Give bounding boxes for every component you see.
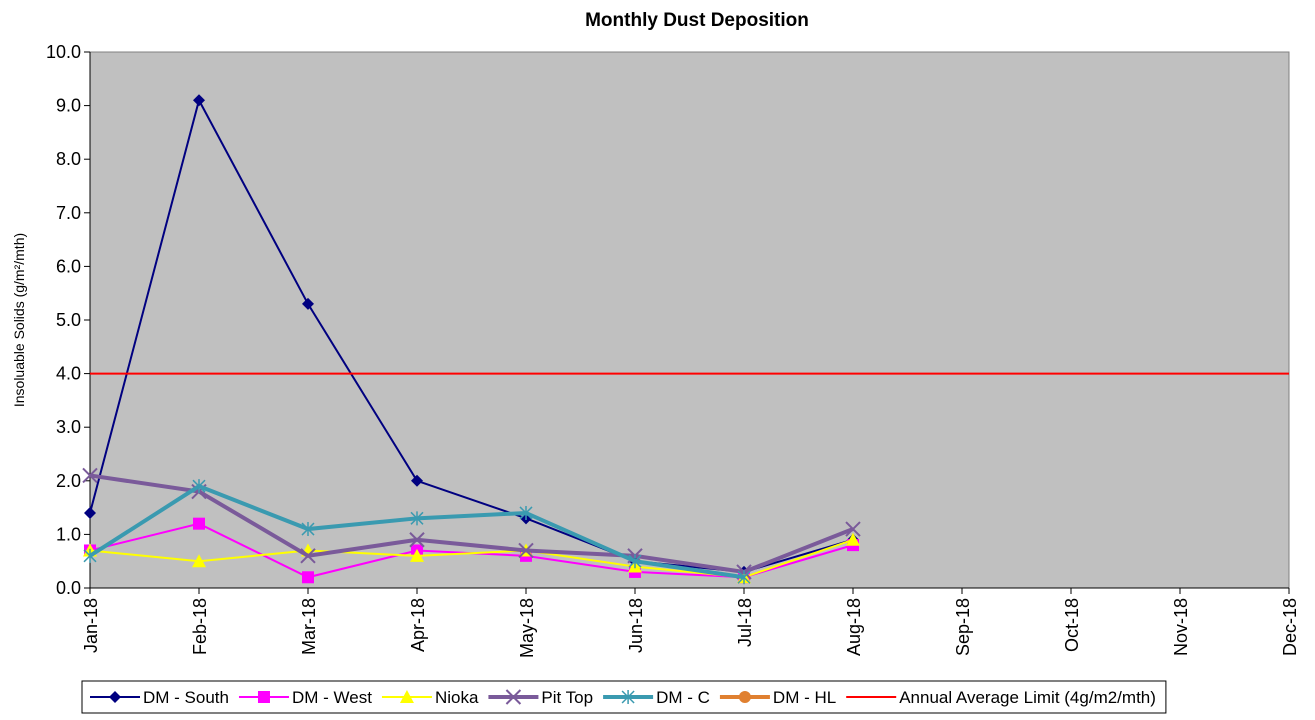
y-axis-label: Insoluable Solids (g/m²/mth) bbox=[11, 233, 27, 407]
marker bbox=[410, 511, 424, 526]
marker bbox=[410, 548, 424, 562]
y-tick-label: 10.0 bbox=[46, 42, 81, 62]
marker bbox=[193, 517, 205, 530]
y-tick-label: 1.0 bbox=[56, 524, 81, 544]
marker bbox=[302, 297, 314, 310]
marker bbox=[301, 522, 315, 537]
legend-label: Pit Top bbox=[541, 688, 593, 707]
marker bbox=[399, 690, 414, 703]
x-tick-label: May-18 bbox=[517, 598, 537, 658]
y-tick-label: 8.0 bbox=[56, 149, 81, 169]
marker bbox=[738, 691, 751, 703]
x-tick-label: Jan-18 bbox=[81, 598, 101, 653]
y-tick-label: 2.0 bbox=[56, 471, 81, 491]
marker bbox=[505, 689, 522, 705]
marker bbox=[300, 548, 316, 564]
y-tick-label: 7.0 bbox=[56, 203, 81, 223]
legend-label: Annual Average Limit (4g/m2/mth) bbox=[899, 688, 1156, 707]
legend-label: DM - West bbox=[292, 688, 372, 707]
y-tick-label: 4.0 bbox=[56, 364, 81, 384]
y-tick-label: 9.0 bbox=[56, 96, 81, 116]
legend-label: Nioka bbox=[435, 688, 479, 707]
marker bbox=[845, 521, 861, 537]
x-tick-label: Nov-18 bbox=[1171, 598, 1191, 656]
marker bbox=[628, 554, 642, 569]
x-tick-label: Apr-18 bbox=[408, 598, 428, 652]
marker bbox=[83, 548, 97, 563]
marker bbox=[109, 691, 121, 703]
marker bbox=[302, 571, 314, 584]
legend-label: DM - HL bbox=[773, 688, 836, 707]
x-tick-label: Feb-18 bbox=[190, 598, 210, 655]
y-tick-label: 0.0 bbox=[56, 578, 81, 598]
y-tick-label: 5.0 bbox=[56, 310, 81, 330]
marker bbox=[409, 532, 425, 548]
marker bbox=[257, 691, 270, 703]
marker bbox=[621, 690, 635, 704]
legend-label: DM - C bbox=[656, 688, 710, 707]
series-line bbox=[89, 473, 854, 574]
legend: DM - South DM - West Nioka Pit Top DM - C DM … bbox=[81, 680, 1167, 714]
marker bbox=[411, 474, 423, 487]
marker bbox=[518, 542, 534, 559]
x-tick-label: Aug-18 bbox=[844, 598, 864, 656]
marker bbox=[84, 506, 96, 519]
x-tick-label: Jul-18 bbox=[735, 598, 755, 647]
marker bbox=[519, 505, 533, 520]
x-tick-label: Mar-18 bbox=[299, 598, 319, 655]
marker bbox=[737, 570, 751, 585]
x-tick-label: Dec-18 bbox=[1280, 598, 1300, 656]
plot-area bbox=[89, 51, 1290, 589]
marker bbox=[192, 479, 206, 494]
legend-label: DM - South bbox=[143, 688, 229, 707]
x-tick-label: Sep-18 bbox=[953, 598, 973, 656]
y-tick-label: 6.0 bbox=[56, 256, 81, 276]
chart-title: Monthly Dust Deposition bbox=[585, 10, 809, 31]
x-tick-label: Jun-18 bbox=[626, 598, 646, 653]
marker bbox=[846, 532, 860, 546]
marker bbox=[192, 554, 206, 568]
marker bbox=[193, 94, 205, 107]
x-tick-label: Oct-18 bbox=[1062, 598, 1082, 652]
marker bbox=[82, 467, 98, 484]
y-tick-label: 3.0 bbox=[56, 417, 81, 437]
